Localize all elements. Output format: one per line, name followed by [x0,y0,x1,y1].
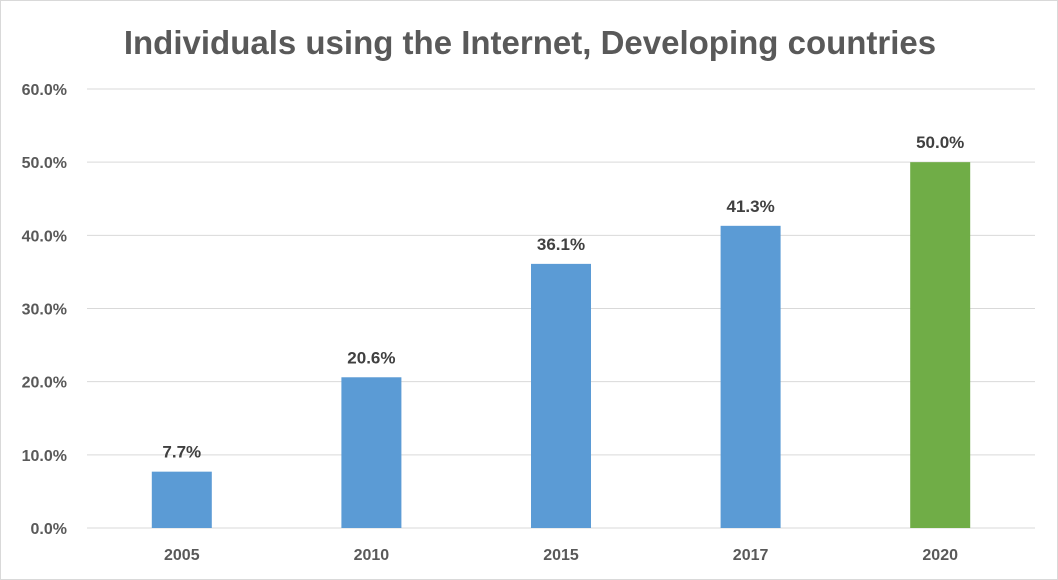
chart-title: Individuals using the Internet, Developi… [123,24,937,61]
y-tick-label: 0.0% [31,521,67,538]
data-label-2015: 36.1% [537,235,585,254]
y-tick-label: 20.0% [22,375,67,392]
x-axis-tick-labels: 2005 2010 2015 2017 2020 [164,547,958,564]
y-tick-label: 50.0% [22,155,67,172]
y-axis-tick-labels: 0.0% 10.0% 20.0% 30.0% 40.0% 50.0% 60.0% [22,82,67,538]
y-tick-label: 30.0% [22,302,67,319]
bar-2010 [341,377,402,528]
data-label-2010: 20.6% [347,348,395,367]
x-tick-label-2017: 2017 [733,547,769,564]
bar-2015 [531,263,591,528]
data-label-2017: 41.3% [726,197,774,216]
y-tick-label: 60.0% [22,82,67,99]
x-tick-label-2005: 2005 [164,547,200,564]
bar-2005 [151,471,212,528]
bars [151,162,971,529]
x-tick-label-2015: 2015 [543,547,579,564]
x-tick-label-2010: 2010 [354,547,390,564]
data-label-2005: 7.7% [162,443,201,462]
data-labels: 7.7% 20.6% 36.1% 41.3% 50.0% [162,133,964,461]
bar-2017 [720,225,781,529]
data-label-2020: 50.0% [916,133,964,152]
y-tick-label: 40.0% [22,228,67,245]
x-tick-label-2020: 2020 [922,547,958,564]
bar-2020 [910,162,971,528]
y-tick-label: 10.0% [22,448,67,465]
